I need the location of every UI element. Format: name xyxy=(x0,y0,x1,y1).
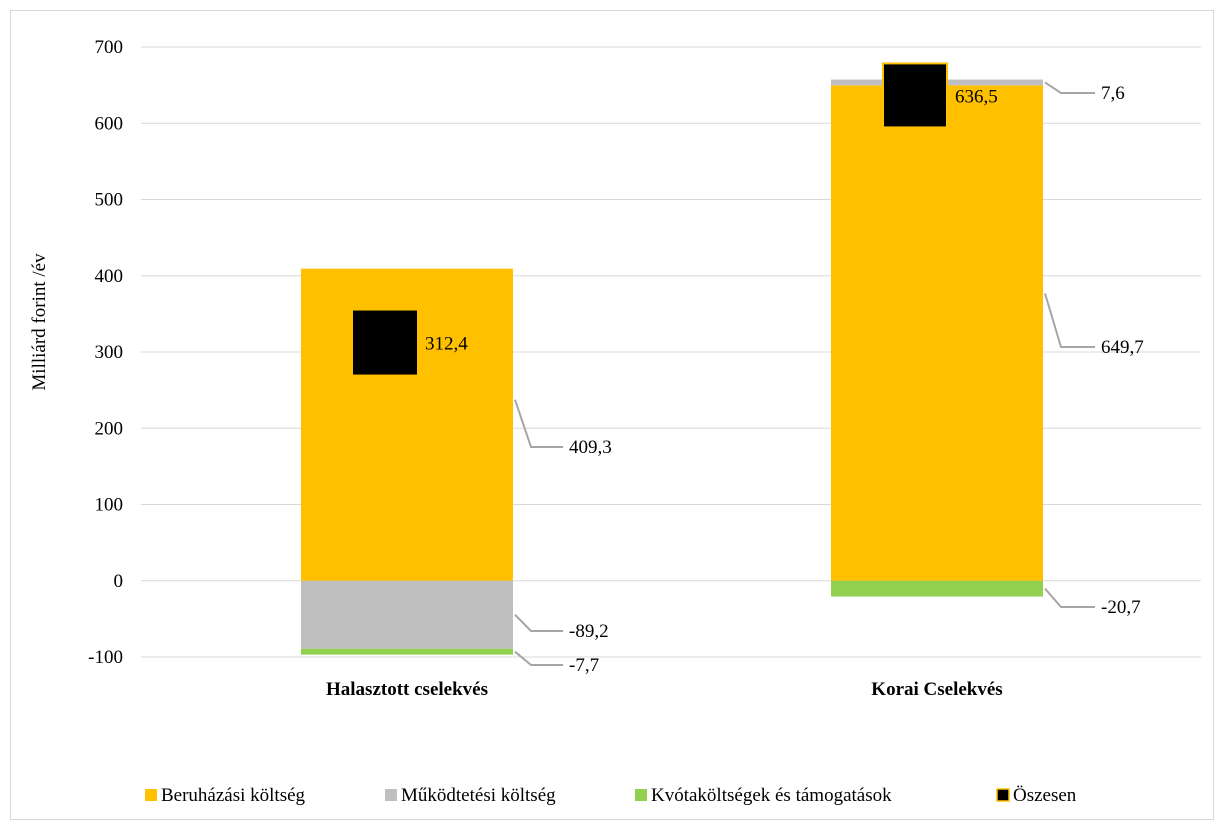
y-tick-label: 700 xyxy=(95,37,124,58)
data-label: 7,6 xyxy=(1101,83,1125,104)
total-label: 312,4 xyxy=(425,334,468,355)
leader-line xyxy=(1044,293,1095,348)
category-label: Korai Cselekvés xyxy=(871,679,1002,700)
leader-line xyxy=(1044,81,1095,94)
x-axis-categories: Halasztott cselekvés Korai Cselekvés xyxy=(326,679,1003,700)
legend-swatch xyxy=(145,789,157,801)
total-marker xyxy=(882,62,948,129)
data-label: -20,7 xyxy=(1101,597,1141,618)
y-tick-label: 500 xyxy=(95,190,124,211)
legend-item: Kvótaköltségek és támogatások xyxy=(635,785,892,806)
legend-label: Öszesen xyxy=(1013,785,1077,806)
bar-segment xyxy=(831,580,1043,597)
legend-swatch xyxy=(635,789,647,801)
totals-layer xyxy=(353,62,948,375)
data-label: 409,3 xyxy=(569,437,612,458)
y-axis-ticks: -100 0 100 200 300 400 500 600 700 xyxy=(88,37,123,668)
legend-item: Beruházási költség xyxy=(145,785,306,806)
y-tick-label: -100 xyxy=(88,647,123,668)
leader-line xyxy=(514,614,563,632)
stacked-bar-chart: 409,3 -89,2 -7,7 649,7 7,6 -20,7 312,4 636,5 -1… xyxy=(29,37,1201,806)
y-tick-label: 0 xyxy=(114,571,124,592)
legend-swatch xyxy=(996,788,1010,802)
legend-label: Beruházási költség xyxy=(161,785,306,806)
total-marker xyxy=(353,310,417,375)
data-label: -89,2 xyxy=(569,621,609,642)
y-tick-label: 400 xyxy=(95,266,124,287)
legend-item: Öszesen xyxy=(996,785,1077,806)
y-tick-label: 300 xyxy=(95,342,124,363)
chart-frame: 409,3 -89,2 -7,7 649,7 7,6 -20,7 312,4 636,5 -1… xyxy=(10,10,1214,820)
category-label: Halasztott cselekvés xyxy=(326,679,488,700)
total-label: 636,5 xyxy=(955,86,998,107)
legend-item: Működtetési költség xyxy=(385,785,556,806)
legend-label: Kvótaköltségek és támogatások xyxy=(651,785,892,806)
bar-segment xyxy=(301,580,513,649)
leader-line xyxy=(1044,587,1095,608)
bar-segment xyxy=(831,85,1043,581)
leader-line xyxy=(514,650,563,666)
legend-swatch xyxy=(385,789,397,801)
legend-label: Működtetési költség xyxy=(401,785,556,806)
leader-lines-layer xyxy=(514,81,1095,666)
legend: Beruházási költség Működtetési költség Kvó… xyxy=(145,785,1077,806)
data-labels-layer: 409,3 -89,2 -7,7 649,7 7,6 -20,7 312,4 636,5 xyxy=(425,83,1144,676)
y-tick-label: 100 xyxy=(95,495,124,516)
data-label: -7,7 xyxy=(569,655,599,676)
y-tick-label: 200 xyxy=(95,418,124,439)
y-tick-label: 600 xyxy=(95,113,124,134)
data-label: 649,7 xyxy=(1101,337,1144,358)
y-axis-label: Milliárd forint /év xyxy=(29,253,50,391)
bar-segment xyxy=(301,648,513,655)
leader-line xyxy=(514,399,563,448)
